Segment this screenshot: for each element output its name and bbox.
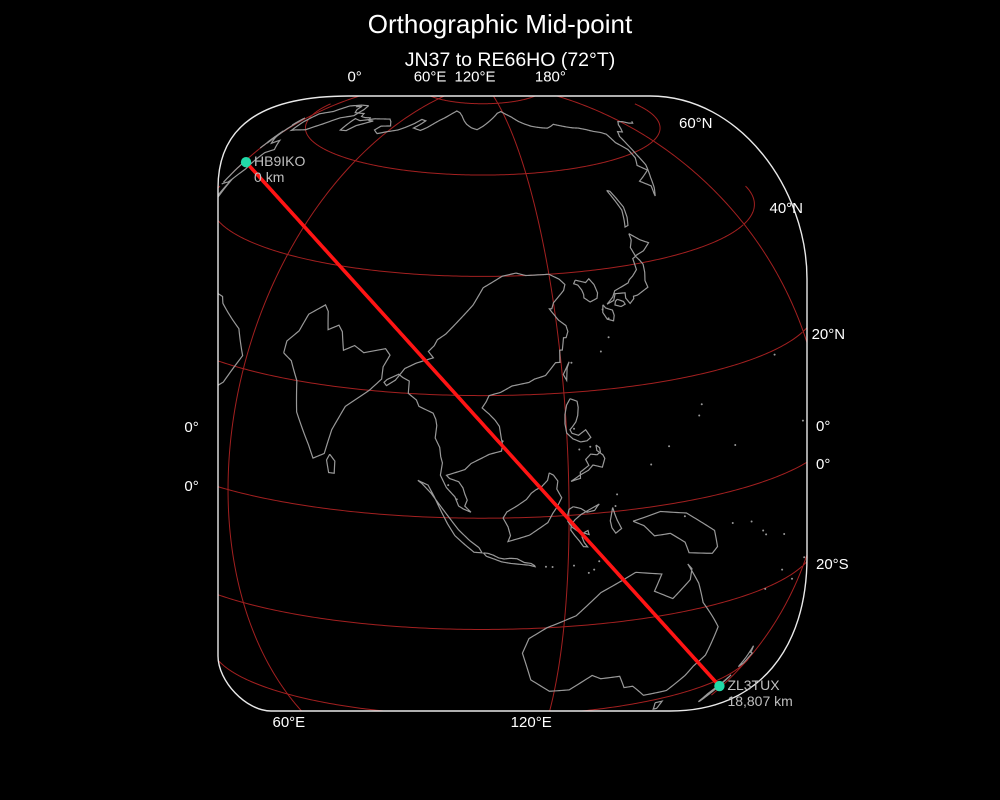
svg-text:60°N: 60°N [679, 115, 713, 132]
svg-text:18,807 km: 18,807 km [727, 693, 792, 709]
svg-text:0 km: 0 km [254, 169, 284, 185]
svg-text:0°: 0° [816, 456, 830, 473]
svg-text:JN37 to RE66HO (72°T): JN37 to RE66HO (72°T) [405, 49, 615, 71]
svg-text:0°: 0° [816, 418, 830, 435]
svg-text:HB9IKO: HB9IKO [254, 153, 305, 169]
svg-text:120°E: 120°E [454, 69, 495, 86]
svg-text:ZL3TUX: ZL3TUX [727, 677, 780, 693]
svg-text:60°E: 60°E [272, 714, 305, 731]
svg-text:180°: 180° [535, 69, 566, 86]
svg-text:Orthographic Mid-point: Orthographic Mid-point [368, 9, 633, 39]
svg-text:40°N: 40°N [770, 200, 804, 217]
svg-text:120°E: 120°E [511, 714, 552, 731]
svg-text:0°: 0° [347, 69, 361, 86]
svg-text:20°S: 20°S [816, 556, 849, 573]
svg-text:20°N: 20°N [812, 326, 846, 343]
svg-text:60°E: 60°E [414, 69, 447, 86]
svg-text:0°: 0° [184, 478, 198, 495]
svg-text:0°: 0° [184, 419, 198, 436]
